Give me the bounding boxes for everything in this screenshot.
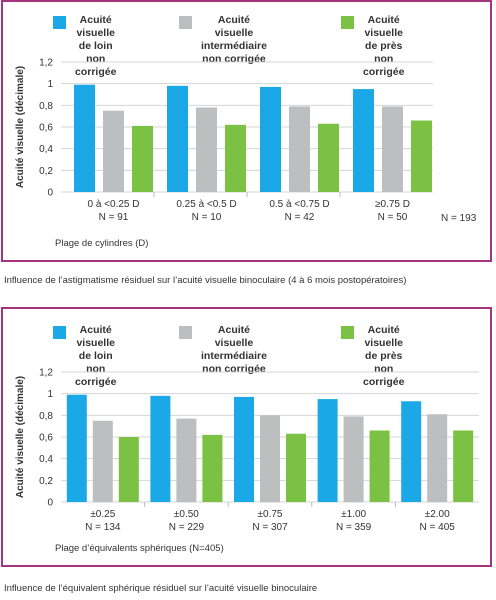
x-tick-label: 0.5 à <0.75 D xyxy=(269,199,329,210)
bar-pres xyxy=(453,430,474,502)
bar-loin xyxy=(353,89,374,192)
bar-pres xyxy=(318,123,339,192)
bar-loin xyxy=(260,86,281,192)
bar-loin xyxy=(66,394,87,502)
y-tick-label: 0,4 xyxy=(39,454,53,465)
x-tick-label: ≥0.75 D xyxy=(375,199,410,210)
legend-swatch-intermediaire xyxy=(179,326,192,339)
y-tick-label: 0,4 xyxy=(39,144,53,155)
bar-pres xyxy=(225,124,246,192)
y-tick-label: 0 xyxy=(47,498,53,509)
bar-intermediaire xyxy=(103,110,124,192)
category-count-label: N = 91 xyxy=(99,212,129,223)
bar-intermediaire xyxy=(260,415,280,502)
bar-intermediaire xyxy=(289,106,310,192)
y-tick-label: 1 xyxy=(47,79,53,90)
y-axis-title: Acuité visuelle (décimale) xyxy=(15,376,26,498)
bar-loin xyxy=(234,396,254,502)
bar-chart-spherical-equivalent: 0 0,2 0,4 0,6 0,8 1 1,2 Acuité visuelle (décima… xyxy=(15,368,479,533)
legend-swatch-pres xyxy=(341,16,354,29)
x-axis-title: Plage de cylindres (D) xyxy=(55,238,149,249)
bar-pres xyxy=(369,430,390,502)
y-axis-title: Acuité visuelle (décimale) xyxy=(15,66,26,188)
bar-loin xyxy=(150,395,171,502)
legend-swatch-pres xyxy=(341,326,354,339)
bar-loin xyxy=(317,399,338,502)
x-tick-label: 0 à <0.25 D xyxy=(88,199,140,210)
legend-swatch-loin xyxy=(53,326,66,339)
x-tick-label: ±1.00 xyxy=(341,509,366,520)
bar-chart-astigmatism: 0 0,2 0,4 0,6 0,8 1 1,2 Acuité visuelle (décima… xyxy=(15,58,433,223)
legend-swatch-intermediaire xyxy=(179,16,192,29)
chart-panel-spherical-equivalent: Acuité visuelle de loin non corrigée Acu… xyxy=(1,307,492,567)
x-tick-label: ±0.50 xyxy=(174,509,199,520)
category-count-label: N = 307 xyxy=(252,522,288,533)
figure-caption-spherical-equivalent: Influence de l’équivalent sphérique rési… xyxy=(4,583,318,594)
chart-panel-astigmatism: Acuité visuelle de loin non corrigée Acu… xyxy=(1,0,492,262)
category-count-label: N = 229 xyxy=(169,522,205,533)
bar-pres xyxy=(202,434,223,502)
bar-pres xyxy=(411,120,432,192)
category-count-label: N = 359 xyxy=(336,522,372,533)
bar-pres xyxy=(118,437,139,502)
bar-intermediaire xyxy=(196,107,217,192)
bar-intermediaire xyxy=(427,414,448,502)
bar-loin xyxy=(401,401,422,502)
figure-caption-astigmatism: Influence de l’astigmatisme résiduel sur… xyxy=(4,275,407,286)
y-tick-label: 0 xyxy=(47,188,53,199)
bar-pres xyxy=(132,125,153,192)
bar-loin xyxy=(167,85,188,192)
bar-loin xyxy=(74,84,95,192)
category-count-label: N = 134 xyxy=(85,522,121,533)
bar-intermediaire xyxy=(92,420,113,502)
y-tick-label: 1,2 xyxy=(39,368,53,379)
x-tick-label: ±2.00 xyxy=(425,509,450,520)
y-tick-label: 1 xyxy=(47,389,53,400)
category-count-label: N = 10 xyxy=(192,212,222,223)
x-axis-title: Plage d’équivalents sphériques (N=405) xyxy=(55,543,224,554)
y-tick-label: 0,2 xyxy=(39,476,53,487)
bar-intermediaire xyxy=(382,106,403,192)
y-tick-label: 0,2 xyxy=(39,166,53,177)
total-count: N = 193 xyxy=(441,213,477,224)
x-tick-label: ±0.25 xyxy=(90,509,115,520)
legend-label-loin: Acuité visuelle de loin non corrigée xyxy=(75,324,117,388)
x-tick-label: 0.25 à <0.5 D xyxy=(176,199,236,210)
bar-intermediaire xyxy=(176,418,197,502)
category-count-label: N = 42 xyxy=(285,212,315,223)
y-tick-label: 1,2 xyxy=(39,58,53,69)
x-tick-label: ±0.75 xyxy=(258,509,283,520)
legend-swatch-loin xyxy=(53,16,66,29)
y-tick-label: 0,8 xyxy=(39,101,53,112)
y-tick-label: 0,6 xyxy=(39,433,53,444)
y-tick-label: 0,8 xyxy=(39,411,53,422)
bar-intermediaire xyxy=(343,416,364,502)
bar-pres xyxy=(286,433,306,502)
y-tick-label: 0,6 xyxy=(39,123,53,134)
legend-label-pres: Acuité visuelle de près non corrigée xyxy=(363,14,405,78)
category-count-label: N = 50 xyxy=(378,212,408,223)
category-count-label: N = 405 xyxy=(420,522,456,533)
